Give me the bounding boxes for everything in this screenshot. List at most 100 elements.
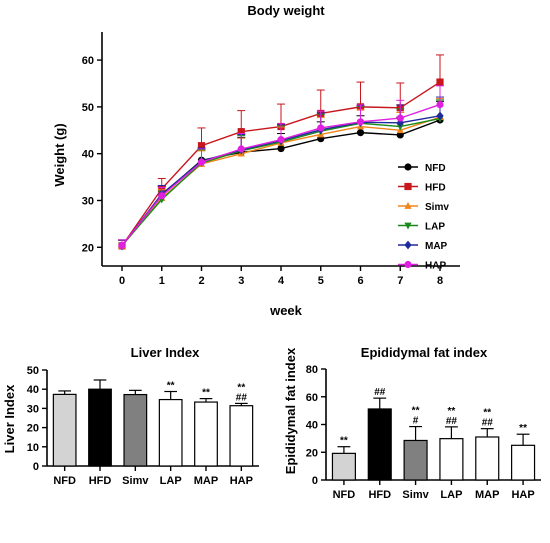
data-point [277, 136, 285, 144]
liver-index-title: Liver Index [131, 345, 200, 360]
y-tick-label: 60 [306, 392, 318, 404]
bar-hap [229, 405, 254, 467]
body-weight-ylabel: Weight (g) [52, 123, 67, 186]
significance-label: ** [167, 381, 175, 392]
y-tick-label: 80 [306, 364, 318, 376]
data-point [436, 100, 444, 109]
y-tick-label: 40 [82, 149, 94, 161]
legend-label: Simv [425, 202, 449, 213]
significance-label: ** [202, 388, 210, 399]
bar-map [194, 401, 218, 467]
data-point [356, 118, 365, 126]
significance-label: ## [482, 418, 494, 429]
significance-label: ** [483, 408, 491, 419]
bar-hfd [88, 388, 112, 467]
x-tick-label: 2 [198, 275, 204, 287]
legend-label: MAP [425, 241, 448, 252]
y-tick-label: 0 [33, 461, 39, 473]
bar-nfd [331, 452, 356, 481]
legend-label: HAP [425, 261, 446, 272]
bar-hap [511, 444, 536, 481]
significance-label: ** [340, 436, 348, 447]
y-tick-label: 20 [82, 242, 94, 254]
legend-marker [404, 260, 412, 269]
series-hap [118, 85, 444, 250]
data-point [118, 241, 126, 250]
y-tick-label: 20 [27, 423, 39, 435]
liver-index-panel: Liver Index Liver Index 0 10 20 30 40 50 NFD HF… [2, 345, 259, 487]
significance-label: ## [374, 387, 386, 398]
legend-label: NFD [425, 163, 446, 174]
bar-hfd [367, 408, 392, 481]
data-point [197, 158, 206, 166]
x-tick-label: MAP [475, 489, 499, 501]
legend-marker [404, 222, 412, 230]
body-weight-panel: Body weight Weight (g) week 20 30 40 50 60 0 1… [52, 3, 460, 318]
data-point [237, 128, 245, 136]
data-point [158, 192, 166, 200]
fat-index-ylabel: Epididymal fat index [283, 347, 298, 474]
significance-label: ** [412, 406, 420, 417]
significance-label: ** [519, 423, 527, 434]
legend-marker [404, 240, 412, 250]
significance-label: ## [236, 392, 248, 403]
y-tick-label: 30 [82, 195, 94, 207]
x-tick-label: 5 [318, 275, 324, 287]
significance-label: ** [237, 382, 245, 393]
x-tick-label: Simv [122, 475, 149, 487]
x-tick-label: 0 [119, 275, 125, 287]
body-weight-xlabel: week [269, 303, 303, 318]
data-point [197, 142, 206, 150]
legend-marker [404, 202, 412, 209]
bar-lap [439, 438, 464, 481]
x-tick-label: MAP [194, 475, 218, 487]
x-tick-label: 1 [159, 275, 165, 287]
data-point [436, 78, 444, 86]
y-tick-label: 10 [27, 442, 39, 454]
data-point [277, 144, 285, 153]
x-tick-label: HAP [511, 489, 534, 501]
x-tick-label: HFD [89, 475, 112, 487]
data-point [237, 145, 245, 153]
bar-nfd [52, 393, 77, 467]
data-point [317, 124, 325, 132]
legend-label: LAP [425, 222, 445, 233]
x-tick-label: 7 [397, 275, 403, 287]
legend: NFD HFD Simv LAP MAP HAP [398, 163, 449, 272]
x-tick-label: 6 [357, 275, 363, 287]
x-tick-label: 8 [437, 275, 443, 287]
y-tick-label: 30 [27, 403, 39, 415]
fat-index-panel: Epididymal fat index Epididymal fat inde… [283, 345, 541, 501]
x-tick-label: Simv [402, 489, 429, 501]
bar-lap [158, 398, 183, 467]
x-tick-label: 3 [238, 275, 244, 287]
liver-index-ylabel: Liver Index [2, 384, 17, 453]
significance-label: ** [448, 406, 456, 417]
y-tick-label: 50 [82, 102, 94, 114]
body-weight-title: Body weight [247, 3, 325, 18]
x-tick-label: NFD [333, 489, 356, 501]
x-tick-label: HFD [368, 489, 391, 501]
y-tick-label: 50 [27, 365, 39, 377]
data-point [356, 129, 365, 137]
bar-simv [123, 393, 148, 467]
x-tick-label: 4 [278, 275, 285, 287]
x-tick-label: HAP [230, 475, 253, 487]
y-tick-label: 40 [306, 420, 318, 432]
legend-marker [404, 163, 412, 171]
data-point [436, 111, 444, 121]
x-tick-label: LAP [440, 489, 462, 501]
bar-simv [403, 439, 428, 481]
bar-map [475, 436, 500, 481]
significance-label: ## [446, 416, 458, 427]
y-tick-label: 60 [82, 55, 94, 67]
significance-label: # [413, 416, 419, 427]
y-tick-label: 40 [27, 384, 39, 396]
y-tick-label: 0 [312, 475, 318, 487]
legend-marker [404, 182, 412, 191]
x-tick-label: NFD [53, 475, 76, 487]
data-point [396, 114, 404, 122]
fat-index-title: Epididymal fat index [361, 345, 488, 360]
